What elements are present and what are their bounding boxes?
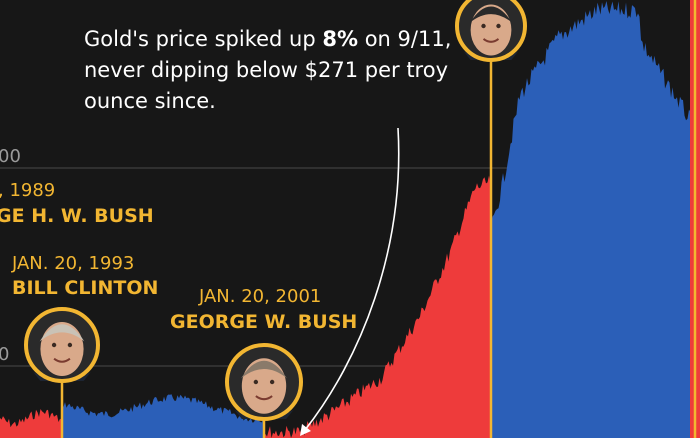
- president-name-clinton: BILL CLINTON: [12, 277, 159, 299]
- price-area-3: [264, 175, 491, 438]
- gold-price-annotation: Gold's price spiked up 8% on 9/11, never…: [84, 24, 464, 117]
- annotation-arrowhead: [300, 424, 311, 436]
- president-name-bush-jr: GEORGE W. BUSH: [170, 311, 358, 333]
- annotation-arrow: [304, 127, 400, 431]
- president-name-bush-sr: GE H. W. BUSH: [0, 205, 154, 227]
- y-tick-label: 0: [0, 344, 9, 365]
- annotation-text-2: on 9/11, never dipping below $271 per tr…: [84, 27, 452, 113]
- clinton-portrait: [24, 307, 100, 383]
- president-date-bush-sr: , 1989: [0, 180, 56, 201]
- president-date-bush-jr: JAN. 20, 2001: [199, 286, 322, 307]
- y-tick-label: 00: [0, 146, 21, 167]
- price-area-4: [491, 1, 700, 438]
- bush-jr-portrait: [225, 343, 303, 421]
- price-area-2: [62, 394, 264, 438]
- annotation-highlight: 8%: [322, 27, 359, 51]
- annotation-text-1: Gold's price spiked up: [84, 27, 323, 51]
- president-date-clinton: JAN. 20, 1993: [12, 253, 135, 274]
- obama-portrait: [455, 0, 527, 62]
- price-area-1: [0, 409, 62, 438]
